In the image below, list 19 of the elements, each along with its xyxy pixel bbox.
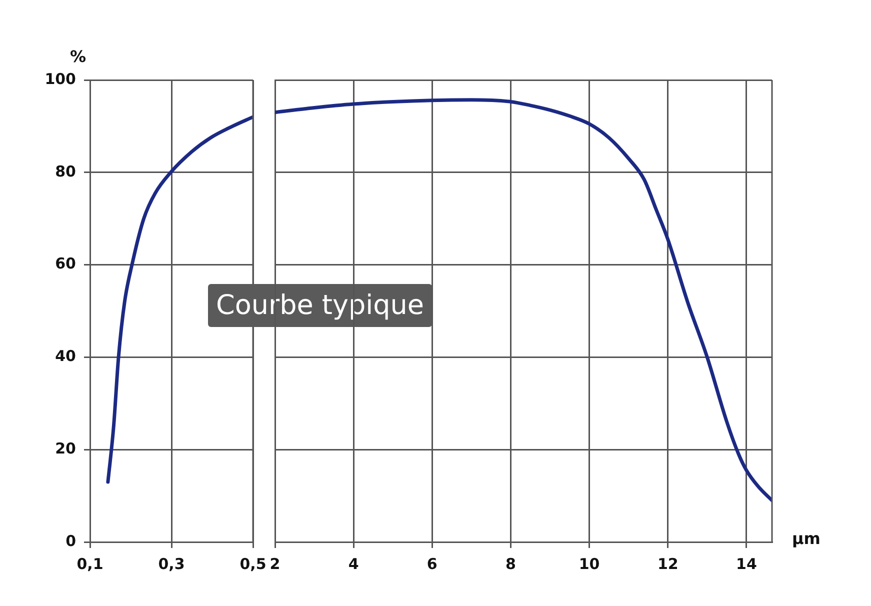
x-tick-label: 12 [657,554,678,573]
x-tick-label: 10 [578,554,600,573]
x-tick-label: 8 [506,554,516,573]
y-tick-label: 0 [66,532,76,550]
x-tick-label: 14 [736,554,757,573]
x-tick-label: 0,3 [158,554,185,573]
x-tick-label: 4 [348,554,359,573]
y-axis-title: % [70,47,86,66]
y-tick-label: 80 [55,162,76,180]
y-tick-label: 40 [55,347,76,366]
y-tick-label: 20 [55,439,76,458]
annotation: Courbe typique [208,284,432,327]
y-tick-label: 60 [55,254,76,273]
x-tick-label: 2 [270,554,280,573]
y-tick-label: 100 [44,70,76,88]
x-tick-label: 6 [426,554,438,573]
x-tick-label: 0,5 [240,554,266,573]
x-tick-label: 0,1 [76,554,104,573]
x-axis-title: µm [792,529,820,548]
